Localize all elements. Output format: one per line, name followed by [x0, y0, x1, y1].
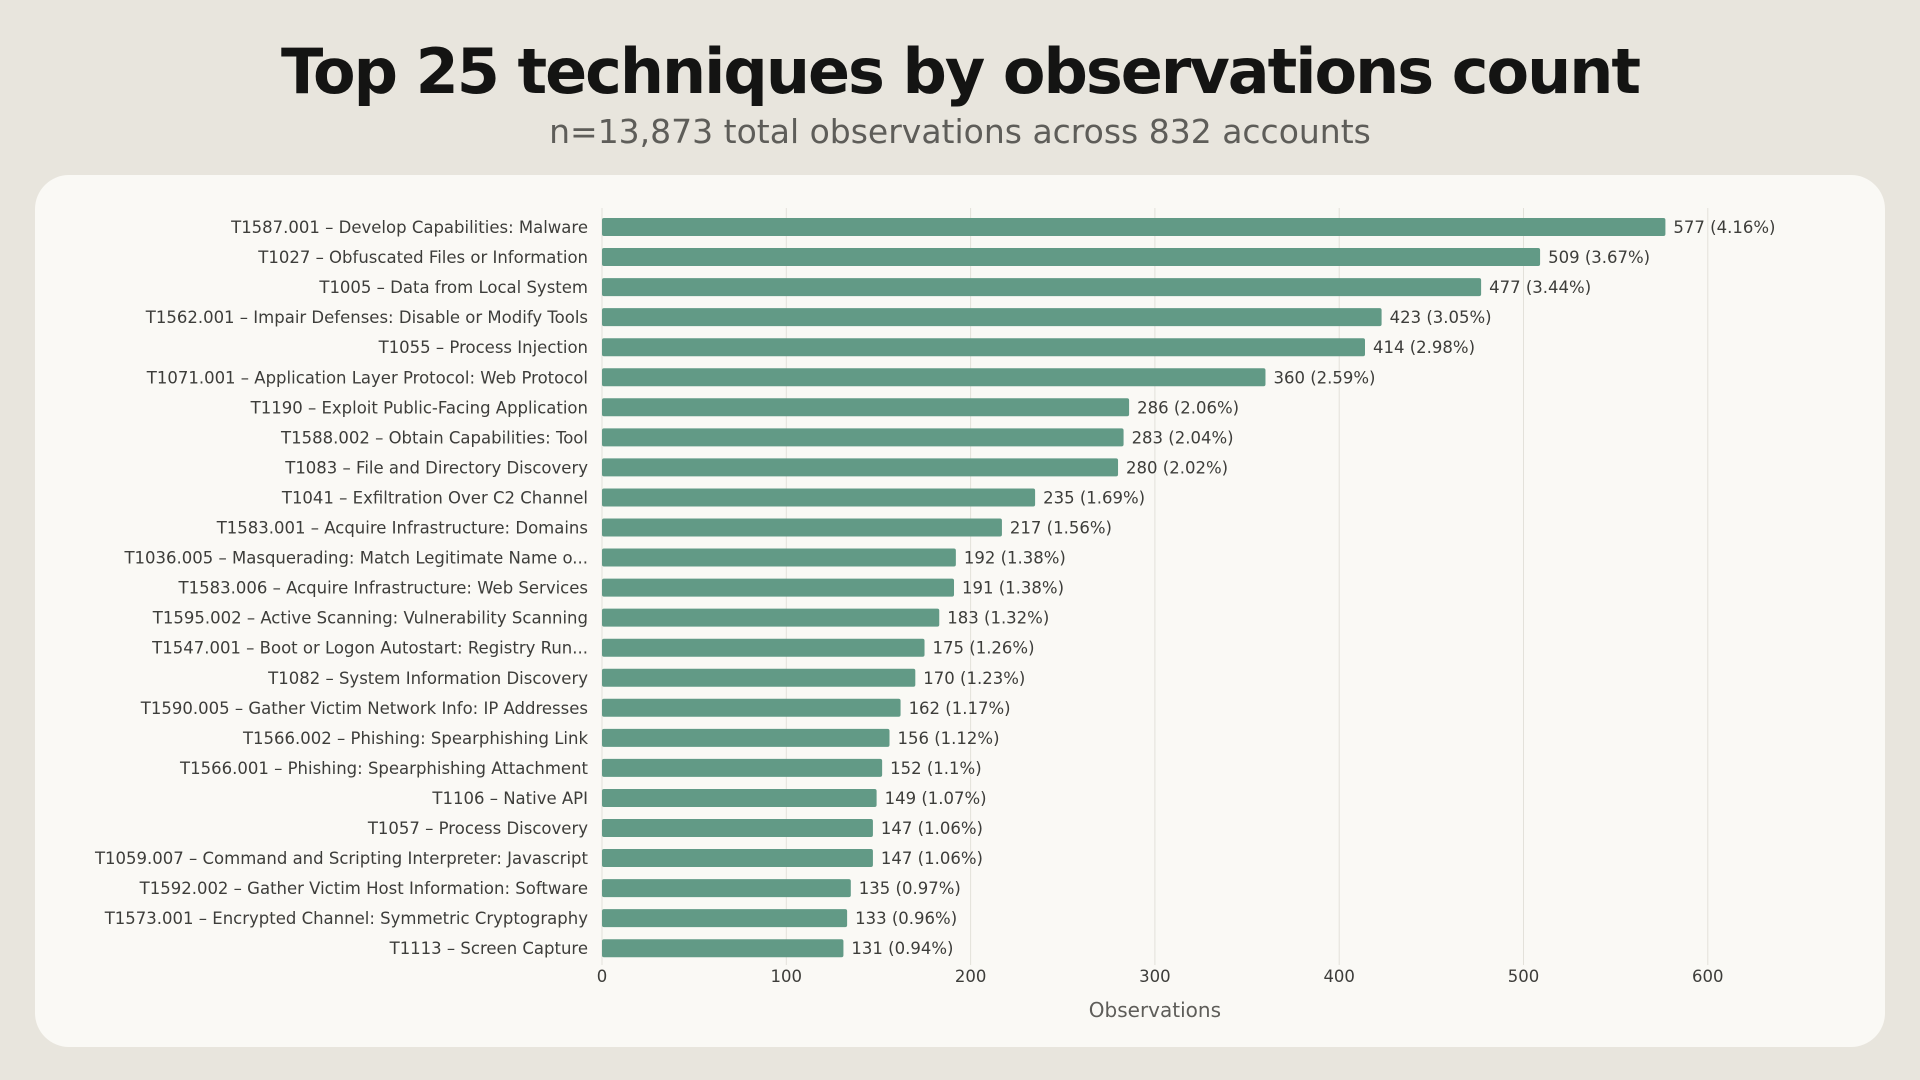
value-label: 280 (2.02%) [1126, 458, 1228, 477]
value-label: 183 (1.32%) [947, 609, 1049, 628]
value-label: 131 (0.94%) [851, 939, 953, 958]
value-label: 360 (2.59%) [1273, 368, 1375, 387]
bar [602, 728, 890, 747]
category-label: T1113 – Screen Capture [389, 939, 588, 958]
bar [602, 518, 1002, 537]
category-label: T1583.001 – Acquire Infrastructure: Doma… [216, 519, 588, 538]
category-label: T1036.005 – Masquerading: Match Legitima… [123, 549, 588, 568]
value-label: 192 (1.38%) [964, 549, 1066, 568]
bar [602, 458, 1119, 477]
value-label: 509 (3.67%) [1548, 248, 1650, 267]
bar [602, 909, 848, 928]
category-label: T1547.001 – Boot or Logon Autostart: Reg… [151, 639, 588, 658]
x-tick-label: 400 [1323, 967, 1355, 986]
x-tick-label: 300 [1139, 967, 1171, 986]
category-label: T1082 – System Information Discovery [267, 669, 588, 688]
chart-card: T1587.001 – Develop Capabilities: Malwar… [35, 175, 1885, 1047]
bar [602, 578, 955, 597]
category-label: T1106 – Native API [431, 789, 588, 808]
x-axis-ticks: 0 100 200 300 400 500 600 [597, 967, 1724, 986]
category-label: T1587.001 – Develop Capabilities: Malwar… [230, 218, 588, 237]
bar [602, 758, 883, 777]
grid-lines [601, 208, 1709, 965]
value-label: 170 (1.23%) [923, 669, 1025, 688]
bar [602, 668, 916, 687]
value-label: 286 (2.06%) [1137, 398, 1239, 417]
value-label: 423 (3.05%) [1390, 308, 1492, 327]
bar [602, 218, 1666, 236]
value-label: 147 (1.06%) [881, 849, 983, 868]
value-label: 414 (2.98%) [1373, 338, 1475, 357]
category-label: T1583.006 – Acquire Infrastructure: Web … [178, 579, 588, 598]
category-label: T1595.002 – Active Scanning: Vulnerabili… [152, 609, 588, 628]
category-label: T1059.007 – Command and Scripting Interp… [94, 849, 589, 868]
category-label: T1041 – Exfiltration Over C2 Channel [281, 488, 588, 507]
category-label: T1573.001 – Encrypted Channel: Symmetric… [104, 909, 589, 928]
value-label: 175 (1.26%) [933, 639, 1035, 658]
value-label: 152 (1.1%) [890, 759, 982, 778]
bars [602, 218, 1666, 958]
bar [602, 939, 844, 958]
category-label: T1083 – File and Directory Discovery [284, 458, 588, 477]
x-axis-title: Observations [1089, 998, 1221, 1022]
bar [602, 368, 1266, 387]
category-label: T1055 – Process Injection [378, 338, 588, 357]
bar [602, 879, 851, 898]
value-label: 133 (0.96%) [855, 909, 957, 928]
chart-subtitle: n=13,873 total observations across 832 a… [549, 112, 1371, 151]
value-label: 191 (1.38%) [962, 579, 1064, 598]
x-tick-label: 200 [955, 967, 987, 986]
value-label: 156 (1.12%) [898, 729, 1000, 748]
category-label: T1071.001 – Application Layer Protocol: … [146, 368, 588, 387]
bar [602, 788, 877, 807]
x-tick-label: 600 [1692, 967, 1724, 986]
bar-chart: T1587.001 – Develop Capabilities: Malwar… [94, 208, 1775, 1022]
value-label: 162 (1.17%) [909, 699, 1011, 718]
category-label: T1027 – Obfuscated Files or Information [257, 248, 588, 267]
bar [602, 308, 1382, 327]
category-label: T1562.001 – Impair Defenses: Disable or … [145, 308, 588, 327]
value-label: 149 (1.07%) [885, 789, 987, 808]
chart-title: Top 25 techniques by observations count [280, 35, 1641, 108]
value-label: 577 (4.16%) [1673, 218, 1775, 237]
value-label: 477 (3.44%) [1489, 278, 1591, 297]
bar [602, 638, 925, 657]
category-labels: T1587.001 – Develop Capabilities: Malwar… [94, 218, 589, 958]
bar [602, 608, 940, 627]
x-tick-label: 500 [1508, 967, 1540, 986]
bar [602, 548, 956, 567]
value-label: 147 (1.06%) [881, 819, 983, 838]
value-label: 283 (2.04%) [1132, 428, 1234, 447]
bar [602, 398, 1130, 417]
bar [602, 278, 1482, 297]
bar [602, 338, 1366, 357]
category-label: T1588.002 – Obtain Capabilities: Tool [280, 428, 588, 447]
bar [602, 488, 1036, 507]
bar [602, 849, 873, 868]
bar [602, 819, 873, 837]
bar [602, 248, 1541, 267]
value-label: 217 (1.56%) [1010, 519, 1112, 538]
category-label: T1057 – Process Discovery [367, 819, 588, 838]
bar [602, 698, 901, 717]
value-label: 135 (0.97%) [859, 879, 961, 898]
category-label: T1566.001 – Phishing: Spearphishing Atta… [179, 759, 588, 778]
value-labels: 577 (4.16%) 509 (3.67%) 477 (3.44%) 423 (3.… [851, 218, 1775, 958]
bar [602, 428, 1124, 447]
category-label: T1566.002 – Phishing: Spearphishing Link [242, 729, 588, 748]
x-tick-label: 0 [597, 967, 608, 986]
category-label: T1590.005 – Gather Victim Network Info: … [140, 699, 588, 718]
category-label: T1005 – Data from Local System [318, 278, 588, 297]
x-tick-label: 100 [771, 967, 803, 986]
category-label: T1190 – Exploit Public-Facing Applicatio… [250, 398, 588, 417]
value-label: 235 (1.69%) [1043, 488, 1145, 507]
category-label: T1592.002 – Gather Victim Host Informati… [139, 879, 588, 898]
